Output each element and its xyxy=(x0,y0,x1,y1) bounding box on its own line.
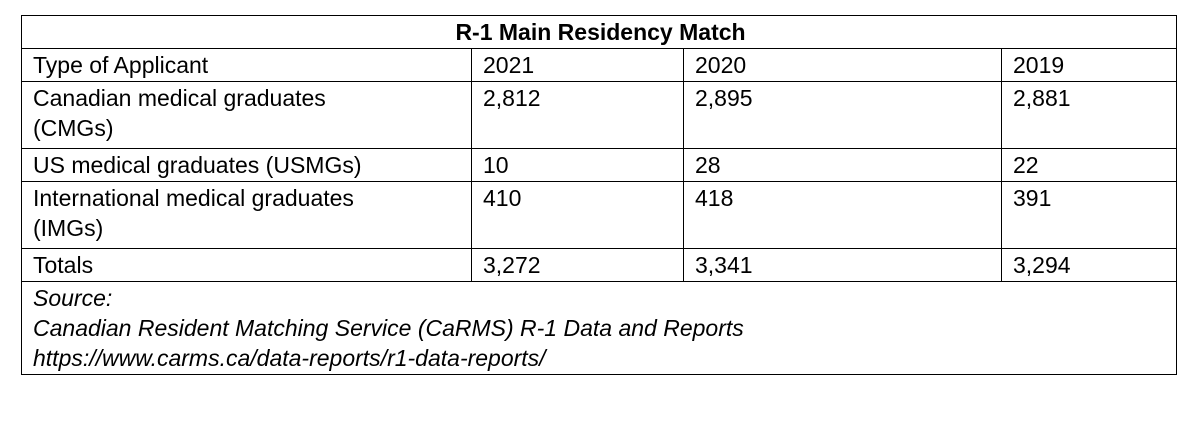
table-title: R-1 Main Residency Match xyxy=(20,15,1178,49)
column-header-2021: 2021 xyxy=(471,48,684,82)
residency-match-table: R-1 Main Residency Match Type of Applica… xyxy=(20,15,1178,375)
row-label-line: (IMGs) xyxy=(33,215,104,241)
cell-cmgs-2020: 2,895 xyxy=(683,81,1002,149)
row-label-line: International medical graduates xyxy=(33,185,354,211)
column-header-applicant-type: Type of Applicant xyxy=(21,48,472,82)
row-label-cmgs: Canadian medical graduates (CMGs) xyxy=(21,81,472,149)
source-url: https://www.carms.ca/data-reports/r1-dat… xyxy=(33,345,546,371)
cell-totals-2019: 3,294 xyxy=(1000,248,1178,282)
column-header-2020: 2020 xyxy=(683,48,1002,82)
column-header-2019: 2019 xyxy=(1000,48,1178,82)
cell-usmgs-2019: 22 xyxy=(1000,148,1178,182)
row-label-line: Canadian medical graduates xyxy=(33,85,326,111)
table-row-usmgs: US medical graduates (USMGs) 10 28 22 xyxy=(21,148,1178,182)
row-label-totals: Totals xyxy=(21,248,472,282)
cell-usmgs-2020: 28 xyxy=(683,148,1002,182)
source-row: Source: Canadian Resident Matching Servi… xyxy=(20,281,1178,375)
table-row-cmgs: Canadian medical graduates (CMGs) 2,812 … xyxy=(21,81,1178,149)
table-row-imgs: International medical graduates (IMGs) 4… xyxy=(21,181,1178,249)
table-row-totals: Totals 3,272 3,341 3,294 xyxy=(21,248,1178,282)
cell-totals-2021: 3,272 xyxy=(471,248,684,282)
source-heading: Source: xyxy=(33,285,113,311)
source-name: Canadian Resident Matching Service (CaRM… xyxy=(33,315,744,341)
cell-totals-2020: 3,341 xyxy=(683,248,1002,282)
row-label-line: (CMGs) xyxy=(33,115,114,141)
cell-cmgs-2021: 2,812 xyxy=(471,81,684,149)
row-label-imgs: International medical graduates (IMGs) xyxy=(21,181,472,249)
cell-imgs-2019: 391 xyxy=(1000,181,1178,249)
source-note: Source: Canadian Resident Matching Servi… xyxy=(20,281,1178,375)
cell-usmgs-2021: 10 xyxy=(471,148,684,182)
table-title-row: R-1 Main Residency Match xyxy=(20,15,1178,49)
header-row: Type of Applicant 2021 2020 2019 xyxy=(21,48,1178,82)
row-label-usmgs: US medical graduates (USMGs) xyxy=(21,148,472,182)
cell-cmgs-2019: 2,881 xyxy=(1000,81,1178,149)
cell-imgs-2020: 418 xyxy=(683,181,1002,249)
cell-imgs-2021: 410 xyxy=(471,181,684,249)
